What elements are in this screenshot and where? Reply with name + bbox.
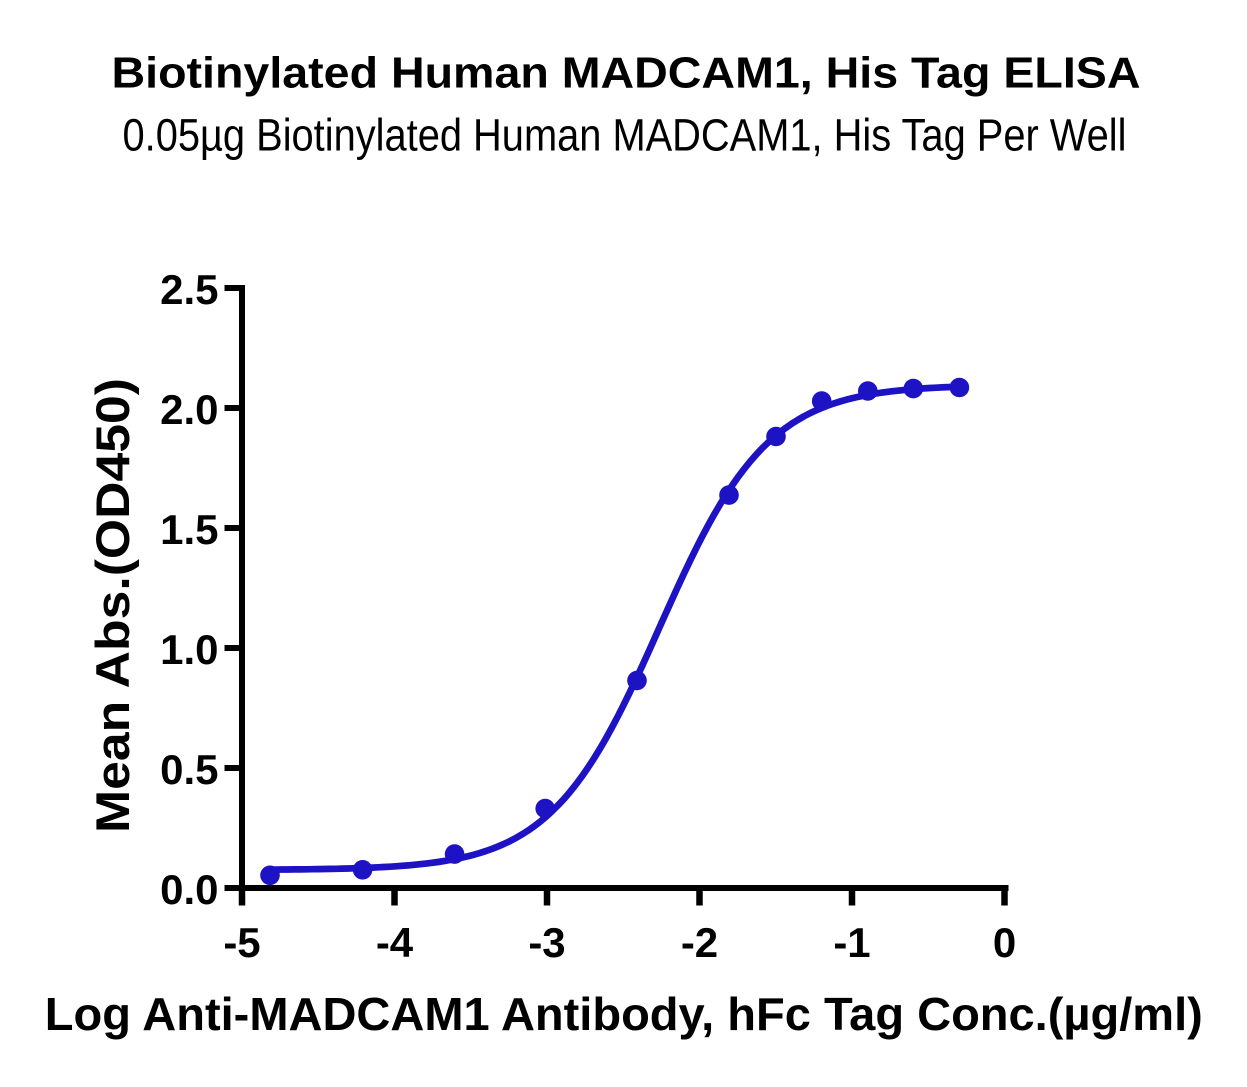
svg-text:-4: -4 — [376, 919, 414, 966]
svg-text:Log Anti-MADCAM1 Antibody, hFc: Log Anti-MADCAM1 Antibody, hFc Tag Conc.… — [45, 988, 1203, 1040]
svg-text:0.05µg Biotinylated Human MADC: 0.05µg Biotinylated Human MADCAM1, His T… — [123, 110, 1127, 161]
svg-text:1.0: 1.0 — [160, 626, 218, 673]
svg-text:-1: -1 — [833, 919, 870, 966]
svg-text:1.5: 1.5 — [160, 506, 218, 553]
svg-text:0.0: 0.0 — [160, 866, 218, 913]
svg-text:0: 0 — [993, 919, 1016, 966]
svg-text:2.0: 2.0 — [160, 386, 218, 433]
svg-text:2.5: 2.5 — [160, 266, 218, 313]
svg-text:-2: -2 — [681, 919, 718, 966]
svg-text:Biotinylated Human MADCAM1, Hi: Biotinylated Human MADCAM1, His Tag ELIS… — [112, 50, 1141, 98]
svg-text:-3: -3 — [528, 919, 565, 966]
svg-text:-5: -5 — [223, 919, 260, 966]
svg-text:Mean Abs.(OD450): Mean Abs.(OD450) — [87, 378, 140, 833]
svg-text:0.5: 0.5 — [160, 746, 218, 793]
